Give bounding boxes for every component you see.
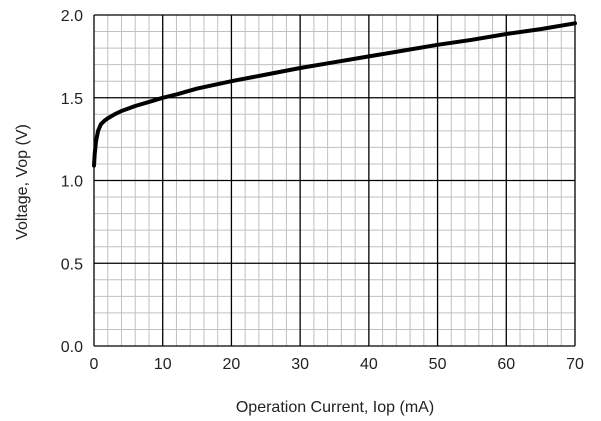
x-tick-label: 50 <box>429 356 447 373</box>
x-axis-title: Operation Current, Iop (mA) <box>236 399 434 416</box>
y-tick-label: 0.5 <box>61 256 83 273</box>
series-line <box>92 21 577 168</box>
x-tick-label: 10 <box>154 356 172 373</box>
y-tick-label: 1.5 <box>61 91 83 108</box>
x-tick-label: 20 <box>223 356 241 373</box>
x-tick-label: 70 <box>566 356 584 373</box>
y-tick-label: 0.0 <box>61 339 83 356</box>
series-layer <box>92 21 577 168</box>
x-tick-label: 60 <box>497 356 515 373</box>
y-axis-title: Voltage, Vop (V) <box>14 124 31 240</box>
x-tick-label: 30 <box>291 356 309 373</box>
major-grid <box>93 14 576 347</box>
y-tick-label: 2.0 <box>61 8 83 25</box>
x-tick-label: 40 <box>360 356 378 373</box>
y-tick-label: 1.0 <box>61 174 83 191</box>
x-tick-label: 0 <box>90 356 99 373</box>
tick-labels: 0 10 20 30 40 50 60 70 0.0 0.5 1.0 1.5 2.0 <box>61 8 584 373</box>
